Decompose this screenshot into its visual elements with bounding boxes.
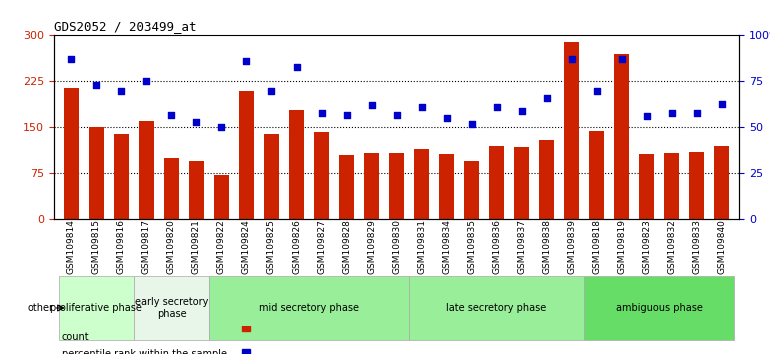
Point <box>691 110 703 115</box>
Text: GSM109835: GSM109835 <box>467 219 476 274</box>
Text: GSM109814: GSM109814 <box>67 219 76 274</box>
Bar <box>314 132 329 219</box>
Text: mid secretory phase: mid secretory phase <box>259 303 359 313</box>
Point <box>615 57 628 62</box>
Text: GSM109822: GSM109822 <box>217 219 226 274</box>
Point <box>316 110 328 115</box>
Text: proliferative phase: proliferative phase <box>51 303 142 313</box>
Text: early secretory
phase: early secretory phase <box>135 297 208 319</box>
Point <box>541 95 553 101</box>
Point <box>90 82 102 88</box>
Bar <box>339 155 354 219</box>
Bar <box>489 146 504 219</box>
Text: late secretory phase: late secretory phase <box>447 303 547 313</box>
Bar <box>539 140 554 219</box>
Bar <box>514 147 529 219</box>
Bar <box>214 175 229 219</box>
Bar <box>439 154 454 219</box>
FancyBboxPatch shape <box>209 276 409 340</box>
Point <box>665 110 678 115</box>
Text: GSM109836: GSM109836 <box>492 219 501 274</box>
Point <box>216 125 228 130</box>
Point <box>390 112 403 118</box>
Text: GSM109827: GSM109827 <box>317 219 326 274</box>
FancyBboxPatch shape <box>409 276 584 340</box>
Text: GSM109824: GSM109824 <box>242 219 251 274</box>
Text: GSM109840: GSM109840 <box>717 219 726 274</box>
Point <box>290 64 303 69</box>
Point <box>266 88 278 93</box>
Point <box>415 104 427 110</box>
Text: GSM109815: GSM109815 <box>92 219 101 274</box>
Text: GSM109828: GSM109828 <box>342 219 351 274</box>
Point <box>116 88 128 93</box>
Text: GSM109825: GSM109825 <box>267 219 276 274</box>
Text: GSM109817: GSM109817 <box>142 219 151 274</box>
Text: GSM109833: GSM109833 <box>692 219 701 274</box>
Point <box>591 88 603 93</box>
Bar <box>364 153 379 219</box>
Point <box>340 112 353 118</box>
Point <box>465 121 477 127</box>
Bar <box>389 153 404 219</box>
Text: GSM109829: GSM109829 <box>367 219 376 274</box>
Text: GSM109837: GSM109837 <box>517 219 526 274</box>
Bar <box>289 110 304 219</box>
FancyBboxPatch shape <box>134 276 209 340</box>
Point <box>440 115 453 121</box>
Text: GSM109838: GSM109838 <box>542 219 551 274</box>
Text: GSM109816: GSM109816 <box>117 219 126 274</box>
Bar <box>189 161 204 219</box>
Point <box>166 112 178 118</box>
Text: count: count <box>62 332 89 342</box>
FancyBboxPatch shape <box>584 276 735 340</box>
Bar <box>464 161 479 219</box>
Text: GSM109820: GSM109820 <box>167 219 176 274</box>
Text: GSM109830: GSM109830 <box>392 219 401 274</box>
Point <box>715 101 728 106</box>
Bar <box>89 127 104 219</box>
Text: GSM109821: GSM109821 <box>192 219 201 274</box>
Text: ambiguous phase: ambiguous phase <box>616 303 702 313</box>
Point <box>490 104 503 110</box>
Bar <box>614 54 629 219</box>
Bar <box>639 154 654 219</box>
Point <box>190 119 203 125</box>
Text: GSM109831: GSM109831 <box>417 219 426 274</box>
Text: GSM109832: GSM109832 <box>667 219 676 274</box>
Point <box>565 57 578 62</box>
Text: GSM109826: GSM109826 <box>292 219 301 274</box>
Text: GDS2052 / 203499_at: GDS2052 / 203499_at <box>54 20 196 33</box>
Bar <box>164 158 179 219</box>
Bar <box>665 153 679 219</box>
Text: GSM109839: GSM109839 <box>567 219 576 274</box>
FancyBboxPatch shape <box>59 276 134 340</box>
Text: GSM109834: GSM109834 <box>442 219 451 274</box>
Bar <box>715 146 729 219</box>
Text: percentile rank within the sample: percentile rank within the sample <box>62 349 226 354</box>
Bar <box>114 133 129 219</box>
Bar <box>264 133 279 219</box>
Point <box>641 114 653 119</box>
Bar <box>689 152 705 219</box>
Point <box>366 103 378 108</box>
Bar <box>589 131 604 219</box>
Text: other: other <box>28 303 54 313</box>
Point <box>65 57 78 62</box>
Bar <box>239 91 254 219</box>
Bar <box>139 121 154 219</box>
Bar <box>64 87 79 219</box>
Bar <box>414 149 429 219</box>
Text: GSM109823: GSM109823 <box>642 219 651 274</box>
Point <box>515 108 527 114</box>
Bar <box>564 41 579 219</box>
Text: GSM109819: GSM109819 <box>617 219 626 274</box>
Point <box>140 79 152 84</box>
Text: GSM109818: GSM109818 <box>592 219 601 274</box>
Point <box>240 58 253 64</box>
